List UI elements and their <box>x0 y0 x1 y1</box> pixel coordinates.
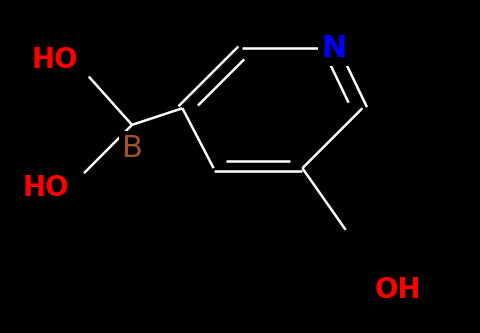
Text: HO: HO <box>32 46 79 74</box>
Text: B: B <box>121 134 143 163</box>
Text: N: N <box>321 34 346 63</box>
Text: HO: HO <box>22 174 69 202</box>
Text: OH: OH <box>375 276 422 304</box>
